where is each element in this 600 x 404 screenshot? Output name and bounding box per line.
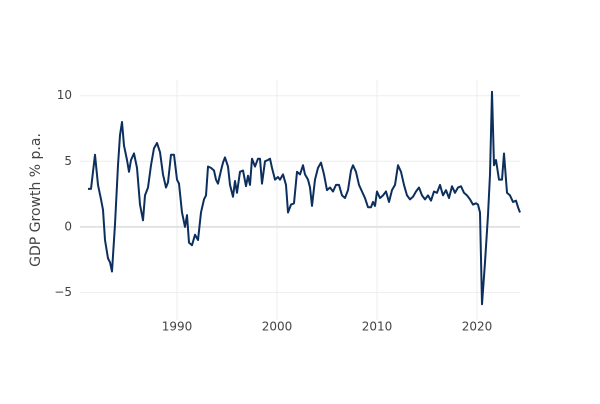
data-line: [88, 90, 521, 306]
x-tick-label: 1990: [162, 320, 193, 334]
x-tick-label: 2010: [362, 320, 393, 334]
x-tick-label: 2020: [462, 320, 493, 334]
y-tick-label: −5: [54, 285, 72, 299]
x-tick-label: 2000: [262, 320, 293, 334]
y-tick-label: 5: [64, 154, 72, 168]
y-tick-label: 10: [57, 88, 72, 102]
y-axis-title: GDP Growth % p.a.: [28, 133, 44, 267]
y-tick-label: 0: [64, 219, 72, 233]
